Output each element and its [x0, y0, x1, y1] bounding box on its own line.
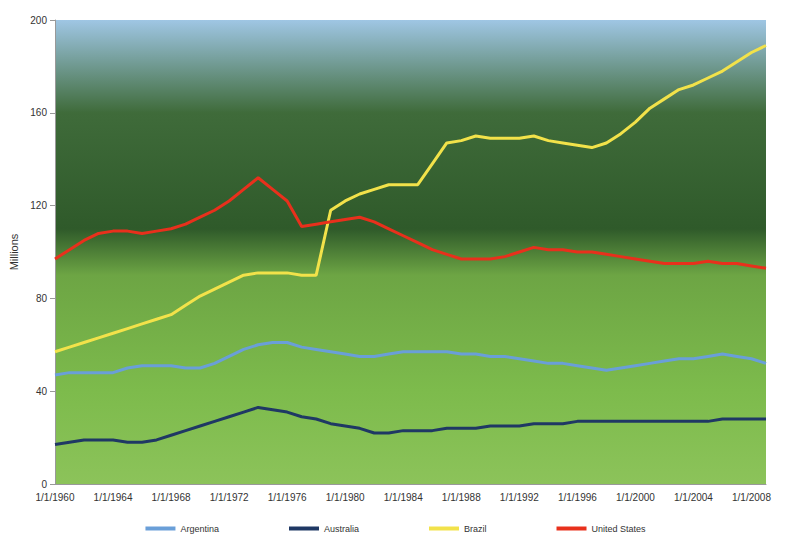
svg-text:1/1/1980: 1/1/1980	[326, 492, 365, 503]
svg-text:1/1/1996: 1/1/1996	[558, 492, 597, 503]
svg-text:Australia: Australia	[324, 524, 359, 534]
svg-text:1/1/2000: 1/1/2000	[616, 492, 655, 503]
svg-text:160: 160	[30, 107, 47, 118]
svg-text:200: 200	[30, 15, 47, 26]
svg-text:1/1/1976: 1/1/1976	[268, 492, 307, 503]
svg-text:1/1/1992: 1/1/1992	[500, 492, 539, 503]
svg-text:120: 120	[30, 200, 47, 211]
svg-text:80: 80	[36, 293, 48, 304]
svg-text:1/1/1984: 1/1/1984	[384, 492, 423, 503]
svg-text:0: 0	[41, 479, 47, 490]
svg-text:1/1/1960: 1/1/1960	[36, 492, 75, 503]
svg-text:1/1/1988: 1/1/1988	[442, 492, 481, 503]
svg-text:Argentina: Argentina	[180, 524, 219, 534]
svg-text:1/1/1972: 1/1/1972	[210, 492, 249, 503]
svg-text:Brazil: Brazil	[464, 524, 487, 534]
svg-text:40: 40	[36, 386, 48, 397]
svg-text:Millions: Millions	[8, 233, 20, 270]
svg-text:United States: United States	[592, 524, 647, 534]
svg-text:1/1/1964: 1/1/1964	[94, 492, 133, 503]
svg-text:1/1/2008: 1/1/2008	[732, 492, 771, 503]
svg-text:1/1/1968: 1/1/1968	[152, 492, 191, 503]
svg-text:1/1/2004: 1/1/2004	[674, 492, 713, 503]
